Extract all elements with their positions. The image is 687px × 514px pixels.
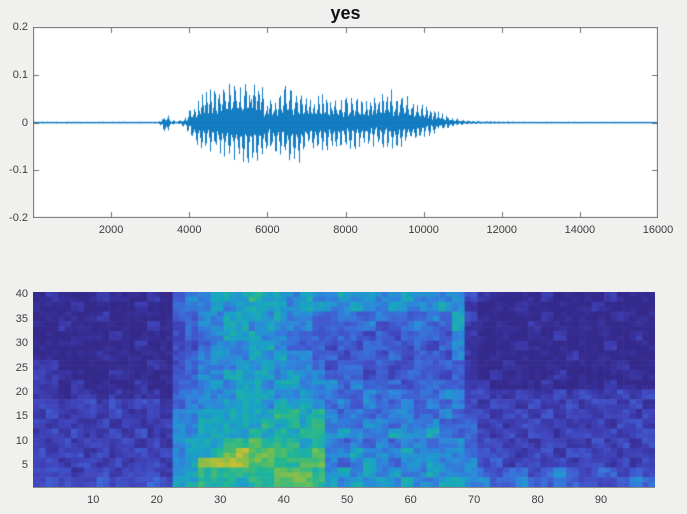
spectrogram-y-tick-label: 25 [15,361,28,374]
spectrogram-x-tick-label: 40 [277,494,290,506]
waveform-x-tick-label: 12000 [486,224,518,236]
spectrogram-y-tick-label: 30 [15,337,28,350]
waveform-canvas [33,27,658,218]
spectrogram-y-tick-label: 20 [15,385,28,398]
spectrogram-x-tick-label: 20 [150,494,163,506]
spectrogram-x-tick-label: 50 [341,494,354,506]
waveform-x-tick-label: 4000 [177,224,202,236]
waveform-y-tick-label: -0.2 [9,212,28,224]
waveform-x-tick-label: 16000 [642,224,674,236]
spectrogram-x-tick-label: 10 [87,494,100,506]
waveform-x-tick-label: 6000 [255,224,280,236]
waveform-y-tick-label: 0.1 [12,68,28,81]
spectrogram-x-tick-label: 80 [531,494,544,506]
spectrogram-canvas [33,292,655,487]
waveform-title: yes [330,3,361,23]
waveform-y-tick-label: 0 [21,116,28,129]
spectrogram-y-tick-label: 10 [15,434,28,447]
waveform-y-tick-label: 0.2 [12,21,28,33]
spectrogram-x-tick-label: 70 [467,494,481,506]
waveform-y-tick-label: -0.1 [9,164,28,177]
spectrogram-y-tick-label: 35 [15,312,28,325]
waveform-plot-area [33,27,658,218]
waveform-x-tick-label: 14000 [564,224,596,236]
spectrogram-plot-area [33,292,655,488]
waveform-x-tick-label: 8000 [333,224,358,236]
spectrogram-x-tick-label: 90 [594,494,608,506]
spectrogram-x-tick-label: 30 [214,494,227,506]
spectrogram-y-tick-label: 5 [21,459,28,472]
spectrogram-x-tick-label: 60 [404,494,417,506]
waveform-x-tick-label: 2000 [98,224,124,236]
spectrogram-y-tick-label: 40 [15,288,28,301]
waveform-x-tick-label: 10000 [408,224,439,236]
spectrogram-y-tick-label: 15 [15,410,28,423]
